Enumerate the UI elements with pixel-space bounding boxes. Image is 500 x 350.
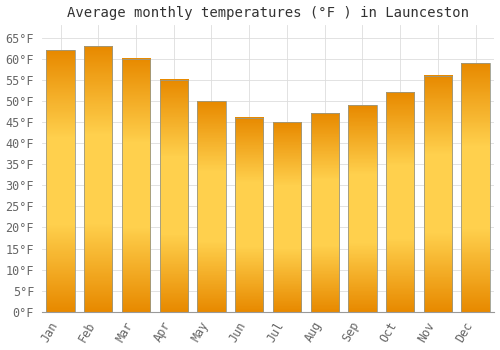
Title: Average monthly temperatures (°F ) in Launceston: Average monthly temperatures (°F ) in La… (67, 6, 469, 20)
Bar (424, 76, 452, 312)
Bar (273, 122, 301, 312)
Bar (198, 101, 226, 312)
Bar (160, 80, 188, 312)
Bar (84, 46, 112, 312)
Bar (122, 59, 150, 312)
Bar (386, 92, 414, 312)
Bar (235, 118, 264, 312)
Bar (462, 63, 489, 312)
Bar (46, 50, 74, 312)
Bar (310, 113, 339, 312)
Bar (348, 105, 376, 312)
